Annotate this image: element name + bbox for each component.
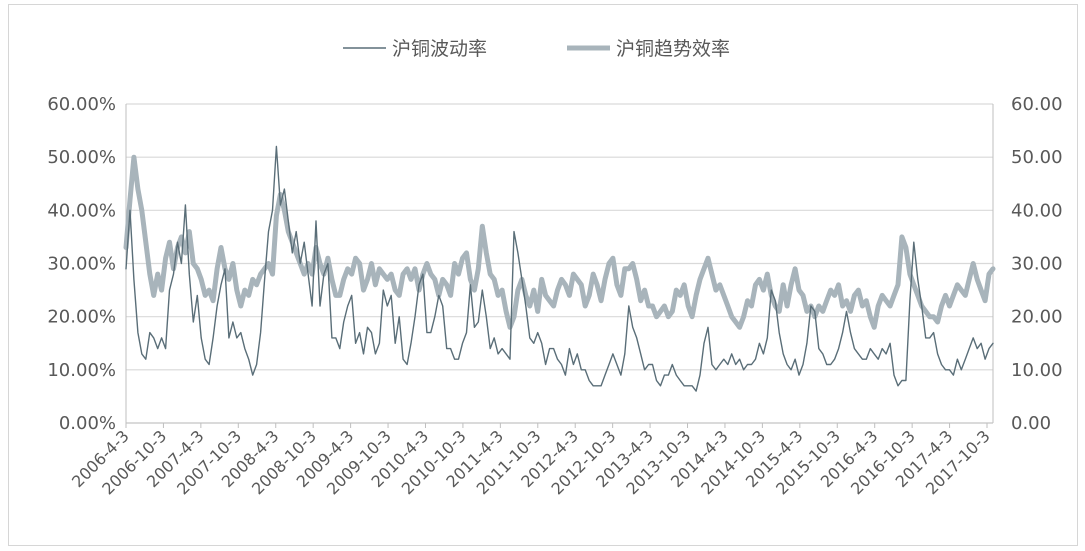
series-line-volatility bbox=[125, 145, 994, 392]
left-y-tick-label: 20.00% bbox=[47, 307, 116, 328]
series-layer bbox=[123, 145, 996, 392]
right-y-tick-label: 60.00 bbox=[1011, 94, 1063, 115]
left-y-tick-label: 50.00% bbox=[47, 147, 116, 168]
right-y-tick-label: 10.00 bbox=[1011, 360, 1063, 381]
left-y-tick-label: 40.00% bbox=[47, 200, 116, 221]
legend: 沪铜波动率 沪铜趋势效率 bbox=[343, 38, 730, 60]
left-y-tick-label: 60.00% bbox=[47, 94, 116, 115]
gridlines bbox=[126, 103, 993, 424]
right-y-tick-label: 0.00 bbox=[1011, 413, 1051, 434]
right-y-axis: 0.00 10.00 20.00 30.00 40.00 50.00 60.00 bbox=[992, 94, 1063, 434]
series-line-trend-efficiency bbox=[123, 154, 996, 330]
right-y-tick-label: 40.00 bbox=[1011, 200, 1063, 221]
x-axis: 2006-4-32006-10-32007-4-32007-10-32008-4… bbox=[68, 422, 994, 498]
left-y-axis: 0.00% 10.00% 20.00% 30.00% 40.00% 50.00% 60.00… bbox=[47, 94, 127, 434]
legend-label-volatility: 沪铜波动率 bbox=[392, 38, 487, 60]
left-y-tick-label: 10.00% bbox=[47, 360, 116, 381]
right-y-tick-label: 50.00 bbox=[1011, 147, 1063, 168]
left-y-tick-label: 30.00% bbox=[47, 254, 116, 275]
right-y-tick-label: 20.00 bbox=[1011, 307, 1063, 328]
legend-label-trend-efficiency: 沪铜趋势效率 bbox=[616, 38, 730, 60]
right-y-tick-label: 30.00 bbox=[1011, 254, 1063, 275]
left-y-tick-label: 0.00% bbox=[59, 413, 116, 434]
